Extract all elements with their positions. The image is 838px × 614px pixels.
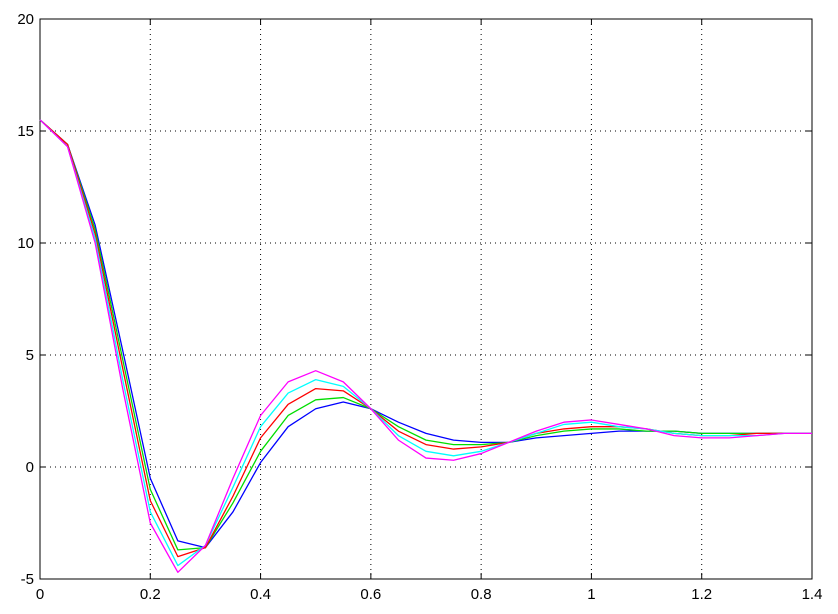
x-tick-label: 1.2 — [691, 586, 712, 603]
x-tick-label: 0 — [36, 586, 44, 603]
y-tick-label: 10 — [17, 235, 34, 252]
x-tick-label: 0.4 — [250, 586, 271, 603]
series-line — [39, 119, 812, 551]
x-tick-label: 1 — [587, 586, 595, 603]
y-tick-label: 5 — [26, 347, 34, 364]
y-tick-label: -5 — [21, 571, 34, 588]
y-tick-label: 0 — [26, 459, 34, 476]
series-line — [39, 119, 812, 567]
x-tick-label: 0.6 — [360, 586, 381, 603]
x-tick-label: 0.2 — [140, 586, 161, 603]
plot-frame — [39, 18, 813, 580]
series-line — [39, 119, 812, 549]
x-tick-label: 1.4 — [802, 586, 823, 603]
y-tick-label: 20 — [17, 11, 34, 28]
x-tick-label: 0.8 — [471, 586, 492, 603]
y-tick-label: 15 — [17, 123, 34, 140]
series-line — [39, 119, 812, 573]
